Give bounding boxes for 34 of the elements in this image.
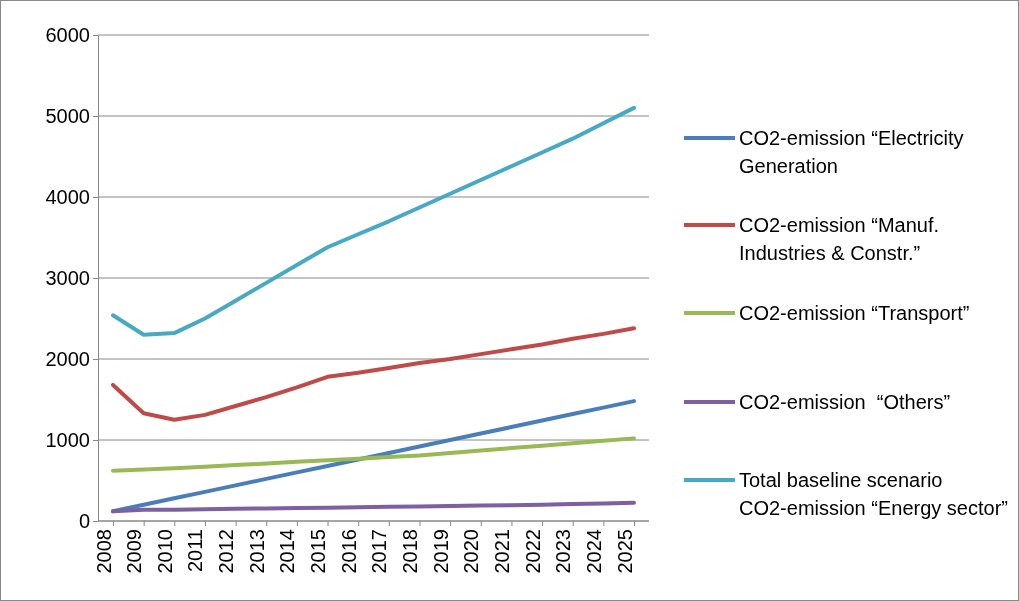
y-tick-label: 1000: [45, 428, 90, 451]
x-tick-label: 2025: [613, 529, 636, 574]
x-tick-label: 2015: [307, 529, 330, 574]
x-tick-label: 2024: [582, 529, 605, 574]
line-series: [111, 105, 636, 337]
x-tick-label: 2010: [153, 529, 176, 574]
x-tick-label: 2019: [429, 529, 452, 574]
y-tick-label: 5000: [45, 104, 90, 127]
legend-label: Total baseline scenario CO2-emission “Energy sector”: [739, 469, 1008, 519]
legend-label: CO2-emission “Transport”: [739, 302, 970, 324]
x-tick-label: 2020: [460, 529, 483, 574]
line-series: [111, 436, 636, 473]
y-tick-label: 4000: [45, 185, 90, 208]
line-series: [111, 326, 636, 422]
y-tick-label: 3000: [45, 266, 90, 289]
y-tick-label: 2000: [45, 347, 90, 370]
legend-label: CO2-emission “Manuf. Industries & Constr.”: [739, 214, 940, 264]
x-tick-label: 2017: [368, 529, 391, 574]
x-tick-label: 2009: [123, 529, 146, 574]
y-tick-label: 6000: [45, 23, 90, 46]
x-tick-label: 2016: [337, 529, 360, 574]
x-tick-label: 2012: [215, 529, 238, 574]
x-tick-label: 2014: [276, 529, 299, 574]
x-tick-label: 2021: [490, 529, 513, 574]
legend-label: CO2-emission “Electricity Generation: [739, 127, 964, 177]
x-tick-label: 2018: [398, 529, 421, 574]
x-tick-label: 2023: [552, 529, 575, 574]
x-tick-label: 2022: [521, 529, 544, 574]
line-series: [111, 500, 636, 514]
x-tick-label: 2011: [184, 529, 207, 573]
x-tick-label: 2008: [92, 529, 115, 574]
x-tick-label: 2013: [245, 529, 268, 574]
legend-label: CO2-emission “Others”: [739, 391, 951, 413]
y-tick-label: 0: [78, 509, 90, 532]
